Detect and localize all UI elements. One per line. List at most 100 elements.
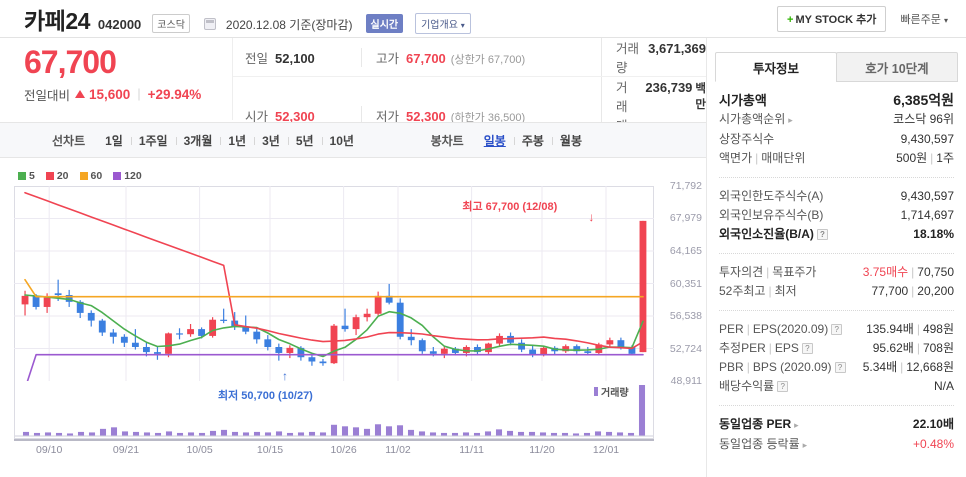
x-tick-label: 11/20 bbox=[529, 444, 555, 456]
line-chart-group: 선차트 1일 1주일 3개월 1년 3년 5년 10년 bbox=[0, 132, 362, 149]
quote-prev-close: 전일 52,100 bbox=[245, 50, 315, 66]
legend-item-ma20: 20 bbox=[45, 170, 69, 182]
legend-label: 60 bbox=[90, 170, 103, 182]
info-row: 투자의견 | 목표주가 3.75매수 | 70,750 bbox=[719, 263, 954, 282]
info-section: 투자의견 | 목표주가 3.75매수 | 70,750 52주최고 | 최저 77,700 | 20,… bbox=[719, 253, 954, 310]
quote-grid: 전일 52,100 고가 67,700 (상한가 67,700) 거래량 3,671,3… bbox=[232, 38, 706, 153]
x-tick-label: 09/21 bbox=[112, 444, 140, 456]
info-row: PER | EPS(2020.09)? 135.94배 | 498원 bbox=[719, 320, 954, 339]
y-tick-label: 60,351 bbox=[669, 277, 702, 290]
info-label: 추정PER | EPS? bbox=[719, 339, 813, 358]
price-summary: 67,700 전일대비 15,600 | +29.94% 전일 52,100 고가… bbox=[0, 38, 706, 153]
chart-toolbar: 선차트 1일 1주일 3개월 1년 3년 5년 10년 봉차트 일봉 주봉 월봉 bbox=[0, 122, 706, 158]
info-section: PER | EPS(2020.09)? 135.94배 | 498원 추정PER | EPS? 9… bbox=[719, 310, 954, 405]
period-1일[interactable]: 1일 bbox=[105, 133, 123, 148]
tab-investment-info[interactable]: 투자정보 bbox=[715, 52, 837, 82]
period-1년[interactable]: 1년 bbox=[220, 134, 254, 148]
info-label: 52주최고 | 최저 bbox=[719, 284, 797, 298]
y-axis-labels: 71,792 67,979 64,165 60,351 56,538 52,724 48,9… bbox=[658, 180, 706, 439]
info-value: N/A bbox=[933, 379, 954, 393]
low-arrow-icon: ↑ bbox=[282, 369, 288, 383]
calendar-icon bbox=[203, 17, 216, 30]
legend-label: 120 bbox=[124, 170, 142, 182]
moving-average-legend: 5 20 60 120 bbox=[18, 170, 142, 182]
x-tick-label: 10/05 bbox=[186, 444, 213, 456]
help-icon[interactable]: ? bbox=[831, 324, 843, 335]
info-label: 액면가 | 매매단위 bbox=[719, 151, 806, 165]
info-section: 외국인한도주식수(A) 9,430,597 외국인보유주식수(B) 1,714,697… bbox=[719, 177, 954, 253]
info-row: 액면가 | 매매단위 500원 | 1주 bbox=[719, 149, 954, 168]
help-icon[interactable]: ? bbox=[834, 362, 846, 373]
info-value: 3.75매수 | 70,750 bbox=[862, 265, 954, 279]
help-icon[interactable]: ? bbox=[801, 343, 813, 354]
candle-list: 일봉 주봉 월봉 bbox=[476, 132, 590, 149]
period-3개월[interactable]: 3개월 bbox=[176, 134, 221, 148]
candle-일봉[interactable]: 일봉 bbox=[483, 133, 506, 148]
info-value: 77,700 | 20,200 bbox=[871, 284, 954, 298]
tab-order-book[interactable]: 호가 10단계 bbox=[836, 52, 958, 82]
help-icon[interactable]: ? bbox=[777, 381, 789, 392]
info-label: 배당수익률? bbox=[719, 377, 789, 396]
info-section: 동일업종 PER ▸ 22.10배 동일업종 등락률 ▸ +0.48% bbox=[719, 405, 954, 464]
period-1주일[interactable]: 1주일 bbox=[131, 134, 176, 148]
change-label: 전일대비 bbox=[24, 88, 71, 103]
quote-volume: 거래량 3,671,369 bbox=[601, 38, 706, 76]
plus-icon: + bbox=[787, 13, 794, 26]
info-section: 시가총액 6,385억원 시가총액순위 ▸ 코스닥 96위 상장주식수 9,430,597 액… bbox=[719, 82, 954, 177]
realtime-badge[interactable]: 실시간 bbox=[365, 13, 404, 33]
chevron-right-icon[interactable]: ▸ bbox=[794, 420, 799, 430]
company-overview-dropdown[interactable]: 기업개요 ▾ bbox=[415, 12, 471, 34]
info-value: 6,385억원 bbox=[893, 92, 954, 108]
chevron-right-icon[interactable]: ▸ bbox=[788, 115, 793, 125]
price-chart[interactable]: 5 20 60 120 71,792 67,979 64,165 60,351 56,538 5… bbox=[0, 158, 706, 477]
legend-swatch bbox=[113, 172, 122, 180]
x-tick-label: 10/15 bbox=[256, 444, 284, 456]
info-value: 18.18% bbox=[913, 227, 954, 241]
volume-swatch bbox=[594, 387, 598, 396]
info-row: 시가총액 6,385억원 bbox=[719, 91, 954, 110]
triangle-up-icon bbox=[75, 90, 86, 99]
info-row: 외국인한도주식수(A) 9,430,597 bbox=[719, 187, 954, 206]
info-row: 추정PER | EPS? 95.62배 | 708원 bbox=[719, 339, 954, 358]
info-value: +0.48% bbox=[912, 437, 954, 451]
info-value: 22.10배 bbox=[912, 417, 954, 431]
investment-info-panel: 투자정보 호가 10단계 시가총액 6,385억원 시가총액순위 ▸ 코스닥 96위 상장주… bbox=[706, 38, 966, 477]
y-tick-label: 64,165 bbox=[669, 245, 702, 257]
add-my-stock-button[interactable]: + MY STOCK 추가 bbox=[777, 5, 887, 32]
market-badge: 코스닥 bbox=[152, 13, 190, 33]
x-tick-label: 09/10 bbox=[36, 444, 63, 456]
axis-baseline bbox=[14, 439, 654, 441]
quick-order-dropdown[interactable]: 빠른주문 ▾ bbox=[900, 13, 948, 26]
candle-chart-label: 봉차트 bbox=[430, 133, 464, 148]
candle-주봉[interactable]: 주봉 bbox=[514, 134, 552, 148]
chart-svg bbox=[14, 186, 654, 381]
x-tick-label: 11/11 bbox=[459, 444, 484, 456]
candlestick-plot[interactable] bbox=[14, 186, 654, 381]
corp-code: 042000 bbox=[97, 16, 142, 32]
quote-row-1: 전일 52,100 고가 67,700 (상한가 67,700) 거래량 3,671,3… bbox=[233, 38, 706, 77]
info-label: 시가총액 bbox=[719, 93, 767, 108]
volume-plot bbox=[14, 381, 654, 439]
current-price: 67,700 bbox=[24, 44, 117, 80]
info-value: 9,430,597 bbox=[900, 132, 954, 146]
legend-swatch bbox=[79, 172, 88, 180]
volume-svg bbox=[15, 385, 653, 437]
period-10년[interactable]: 10년 bbox=[322, 134, 362, 148]
period-3년[interactable]: 3년 bbox=[254, 134, 288, 148]
candle-월봉[interactable]: 월봉 bbox=[552, 134, 590, 148]
legend-item-ma5: 5 bbox=[18, 170, 35, 182]
panel-tabs: 투자정보 호가 10단계 bbox=[715, 52, 958, 82]
legend-item-ma60: 60 bbox=[79, 170, 103, 182]
info-row: PBR | BPS (2020.09)? 5.34배 | 12,668원 bbox=[719, 358, 954, 377]
info-label: 외국인소진율(B/A)? bbox=[719, 225, 828, 244]
current-price-box: 67,700 전일대비 15,600 | +29.94% bbox=[0, 38, 232, 120]
info-row: 동일업종 PER ▸ 22.10배 bbox=[719, 415, 954, 435]
volume-legend: 거래량 bbox=[594, 384, 629, 399]
legend-item-ma120: 120 bbox=[113, 170, 142, 182]
period-5년[interactable]: 5년 bbox=[288, 134, 322, 148]
help-icon[interactable]: ? bbox=[816, 229, 828, 240]
chevron-right-icon[interactable]: ▸ bbox=[802, 440, 808, 450]
add-my-stock-label: MY STOCK 추가 bbox=[795, 13, 877, 26]
info-label: 외국인한도주식수(A) bbox=[719, 189, 824, 203]
legend-label: 20 bbox=[56, 170, 69, 182]
